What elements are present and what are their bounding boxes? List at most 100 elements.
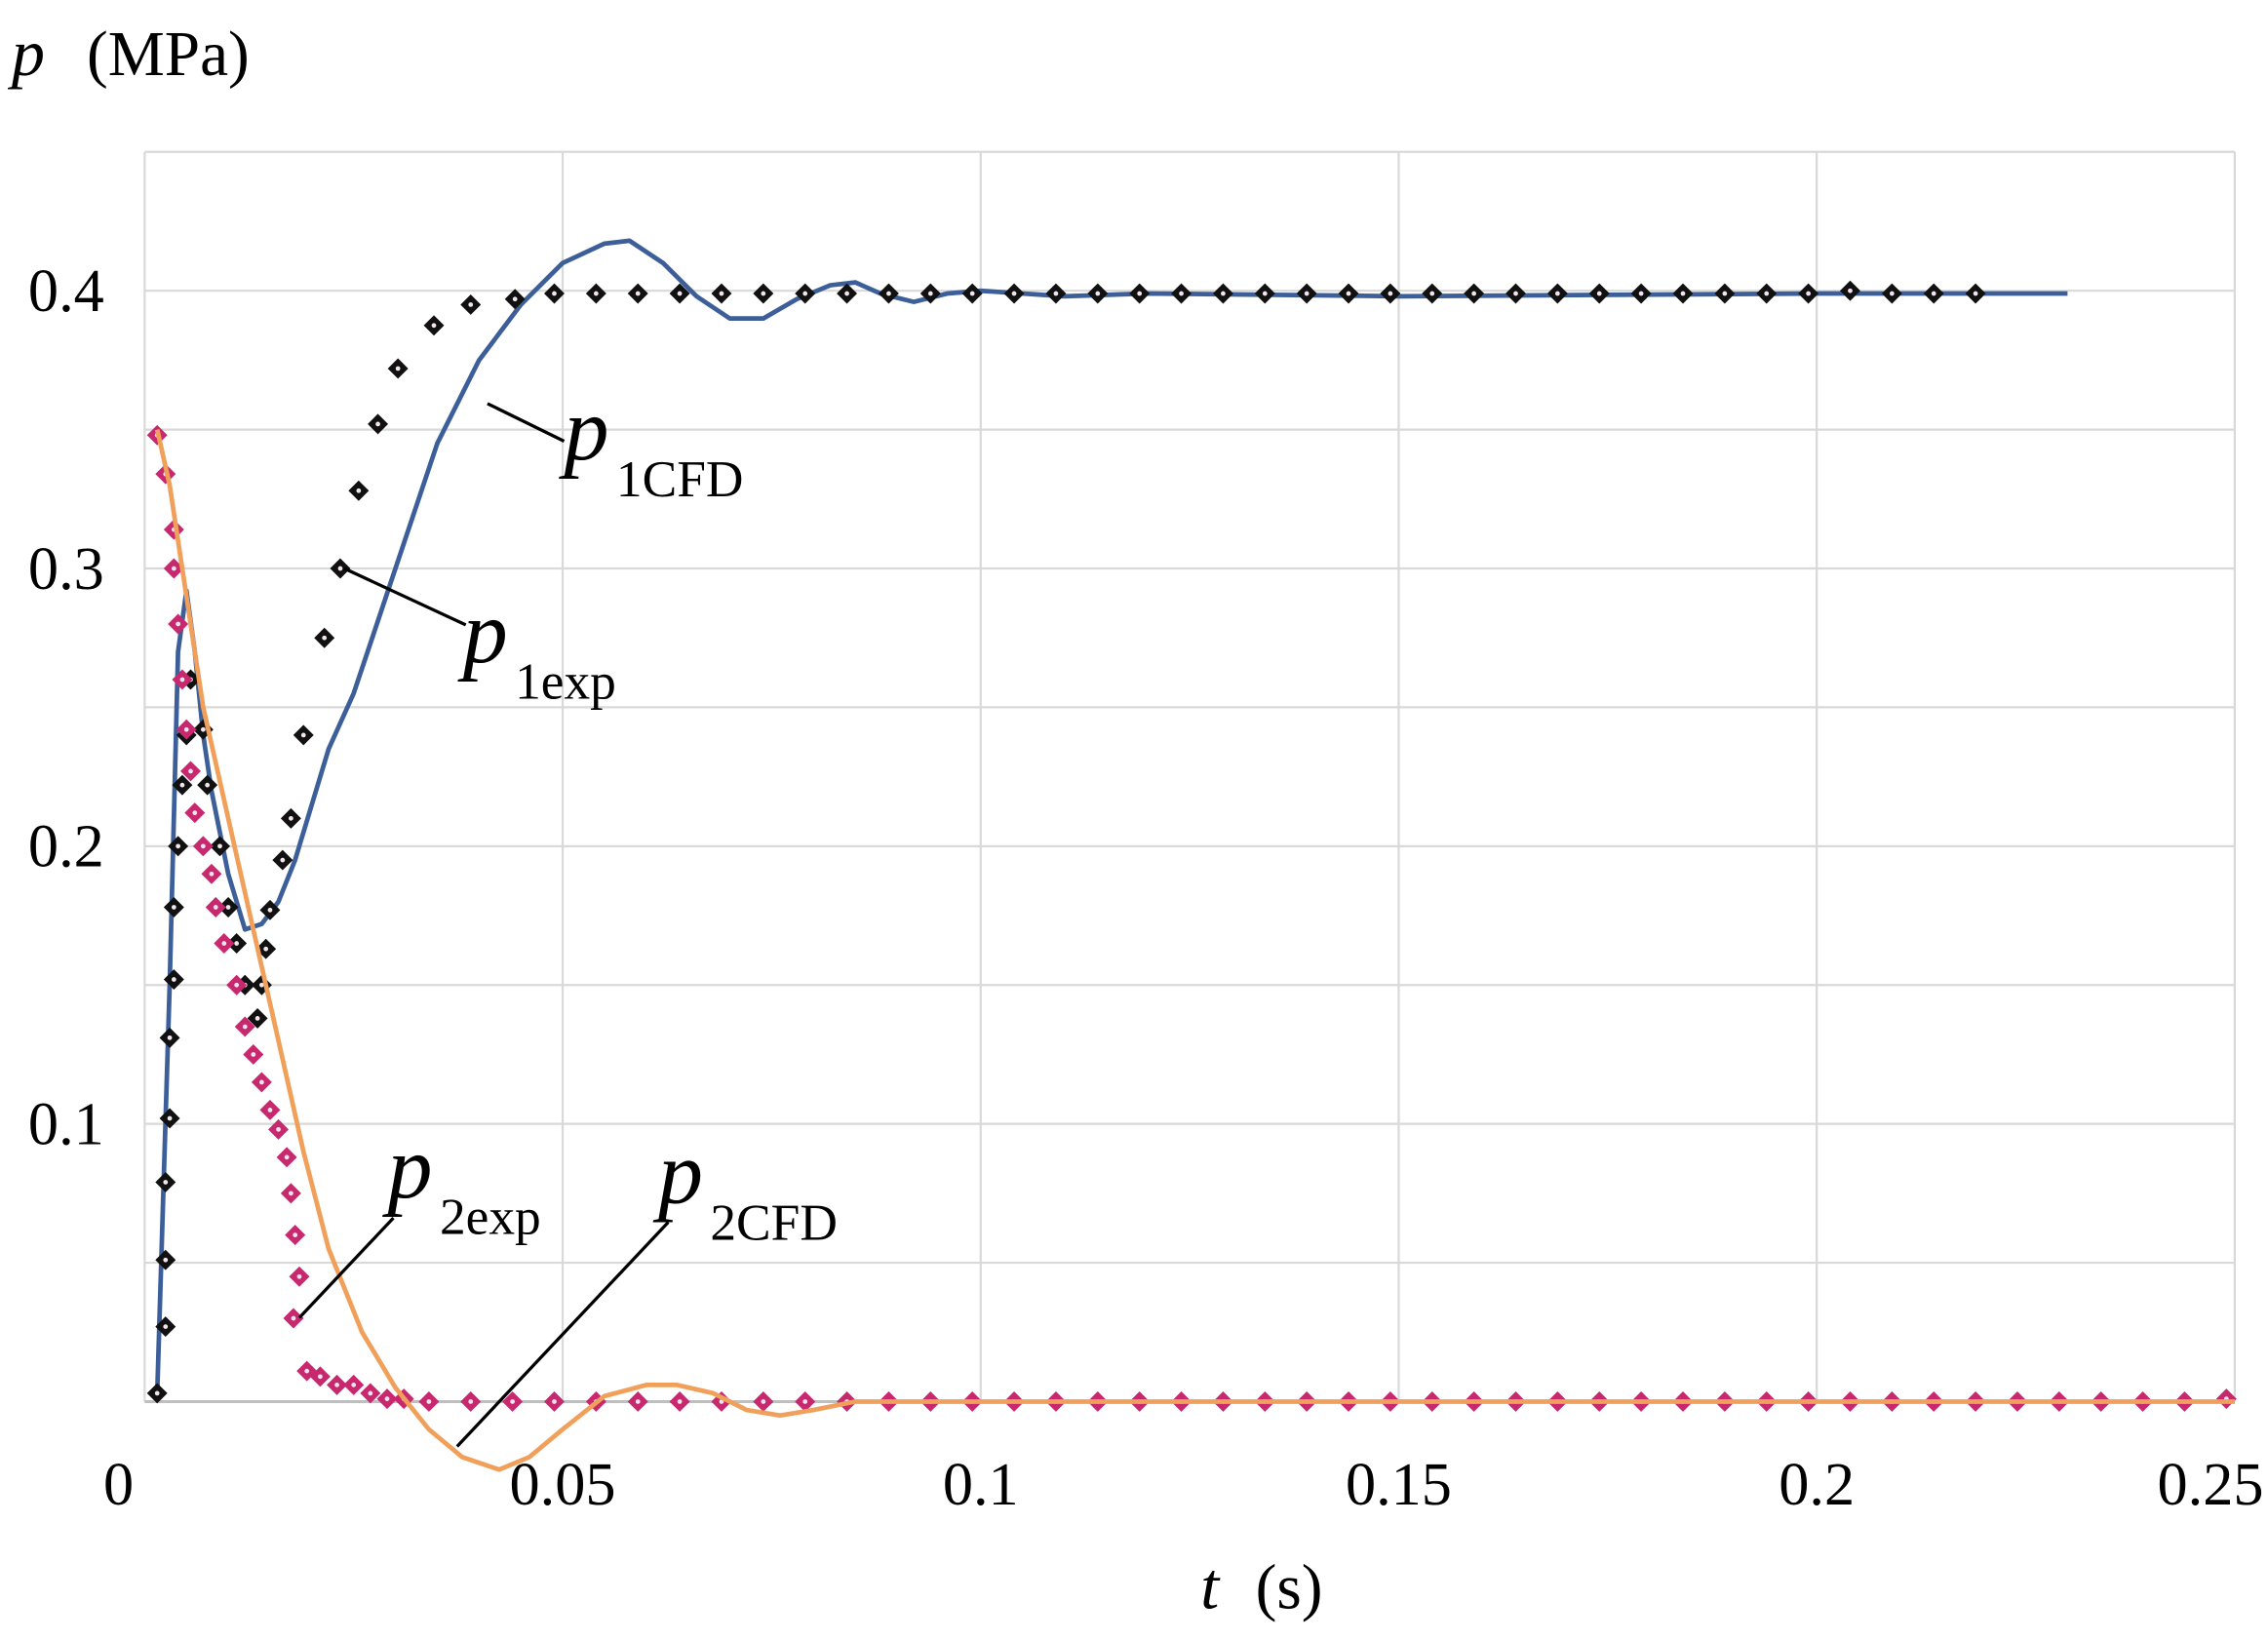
- marker-center: [154, 1390, 160, 1396]
- marker-center: [217, 843, 222, 849]
- y-tick-label: 0.4: [28, 257, 104, 325]
- marker-center: [1179, 291, 1184, 296]
- marker-center: [234, 941, 240, 946]
- marker-center: [1638, 291, 1644, 296]
- y-axis-unit: (MPa): [87, 20, 250, 90]
- marker-center: [213, 905, 218, 910]
- marker-center: [510, 1399, 515, 1404]
- marker-center: [176, 621, 181, 627]
- marker-center: [289, 815, 293, 821]
- marker-center: [300, 732, 306, 738]
- x-tick-label: 0.25: [2158, 1451, 2264, 1518]
- marker-center: [188, 768, 193, 774]
- marker-center: [163, 1324, 169, 1329]
- x-axis-symbol: t: [1200, 1549, 1221, 1623]
- marker-center: [677, 1399, 683, 1404]
- x-axis-label: t (s): [1200, 1549, 1322, 1623]
- x-tick-label: 0: [103, 1451, 134, 1518]
- series-label-sub: 2CFD: [710, 1192, 838, 1251]
- marker-center: [171, 905, 176, 910]
- marker-center: [1513, 291, 1518, 296]
- marker-center: [351, 1383, 357, 1387]
- marker-center: [296, 1273, 302, 1279]
- marker-center: [259, 982, 264, 988]
- marker-center: [593, 291, 599, 296]
- marker-center: [267, 1108, 273, 1113]
- series-label: p: [559, 380, 609, 480]
- x-tick-label: 0.15: [1346, 1451, 1452, 1518]
- marker-center: [1304, 291, 1310, 296]
- marker-center: [761, 291, 766, 296]
- marker-center: [280, 857, 286, 863]
- marker-center: [802, 291, 808, 296]
- series-line: [154, 429, 2235, 1472]
- marker-center: [1346, 291, 1351, 296]
- marker-center: [318, 1374, 323, 1380]
- marker-center: [291, 1315, 296, 1321]
- marker-center: [234, 982, 240, 988]
- marker-center: [179, 782, 185, 788]
- marker-center: [395, 366, 401, 371]
- marker-center: [368, 1390, 373, 1396]
- marker-center: [192, 810, 198, 816]
- marker-center: [251, 1052, 256, 1057]
- marker-center: [242, 1024, 248, 1030]
- series-label-sub: 2exp: [440, 1187, 541, 1245]
- y-tick-label: 0.3: [28, 535, 104, 603]
- marker-center: [322, 635, 328, 641]
- marker-center: [1680, 291, 1686, 296]
- marker-center: [1011, 291, 1017, 296]
- marker-center: [1848, 288, 1853, 293]
- marker-center: [200, 726, 206, 732]
- marker-center: [1973, 291, 1978, 296]
- marker-center: [1221, 291, 1226, 296]
- marker-center: [225, 905, 231, 910]
- marker-center: [163, 1257, 169, 1263]
- marker-center: [677, 291, 683, 296]
- y-tick-label: 0.2: [28, 813, 104, 880]
- marker-center: [200, 843, 206, 849]
- marker-center: [289, 1191, 293, 1196]
- leader-line: [455, 1221, 670, 1448]
- marker-center: [802, 1399, 808, 1404]
- marker-center: [468, 1399, 474, 1404]
- marker-center: [1889, 291, 1895, 296]
- marker-center: [1764, 291, 1770, 296]
- x-tick-label: 0.2: [1779, 1451, 1855, 1518]
- marker-center: [263, 946, 269, 952]
- series-label: p: [652, 1123, 703, 1223]
- marker-center: [304, 1368, 310, 1374]
- marker-center: [635, 1399, 641, 1404]
- marker-center: [844, 291, 849, 296]
- series-label-sub: 1exp: [515, 652, 616, 711]
- marker-center: [221, 941, 227, 946]
- marker-center: [969, 291, 975, 296]
- series-label-sub: 1CFD: [616, 449, 744, 508]
- marker-center: [1095, 291, 1101, 296]
- marker-center: [163, 1180, 169, 1185]
- marker-center: [276, 1126, 281, 1132]
- marker-center: [635, 291, 641, 296]
- y-axis-label: p (MPa): [8, 16, 250, 90]
- marker-center: [1262, 291, 1268, 296]
- marker-center: [167, 1115, 173, 1121]
- marker-center: [719, 291, 724, 296]
- marker-center: [552, 1399, 557, 1404]
- marker-center: [356, 488, 362, 493]
- marker-center: [431, 323, 437, 329]
- marker-center: [176, 843, 181, 849]
- marker-center: [1388, 291, 1393, 296]
- marker-center: [171, 977, 176, 982]
- marker-center: [384, 1396, 390, 1401]
- series-label: p: [457, 582, 508, 682]
- marker-center: [254, 1016, 260, 1021]
- marker-center: [267, 907, 273, 913]
- leader-line: [487, 402, 566, 443]
- series-label: p: [382, 1117, 433, 1217]
- marker-center: [1596, 291, 1602, 296]
- marker-center: [284, 1154, 290, 1160]
- x-tick-label: 0.1: [943, 1451, 1019, 1518]
- marker-center: [552, 291, 557, 296]
- marker-center: [259, 1079, 264, 1085]
